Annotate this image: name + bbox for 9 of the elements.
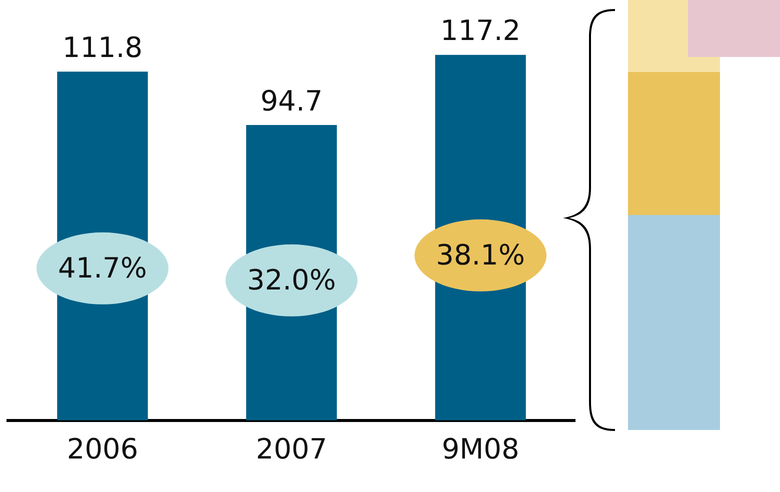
- annotation: 32.0%: [247, 264, 336, 297]
- x-tick-label: 9M08: [442, 432, 520, 466]
- x-tick-label: 2006: [66, 432, 138, 466]
- data-label: 94.7: [260, 84, 323, 118]
- x-tick-label: 2007: [256, 432, 328, 466]
- data-label: 111.8: [62, 30, 143, 64]
- annotation: 38.1%: [436, 238, 525, 272]
- annotation: 41.7%: [58, 252, 147, 285]
- data-label: 117.2: [440, 14, 521, 48]
